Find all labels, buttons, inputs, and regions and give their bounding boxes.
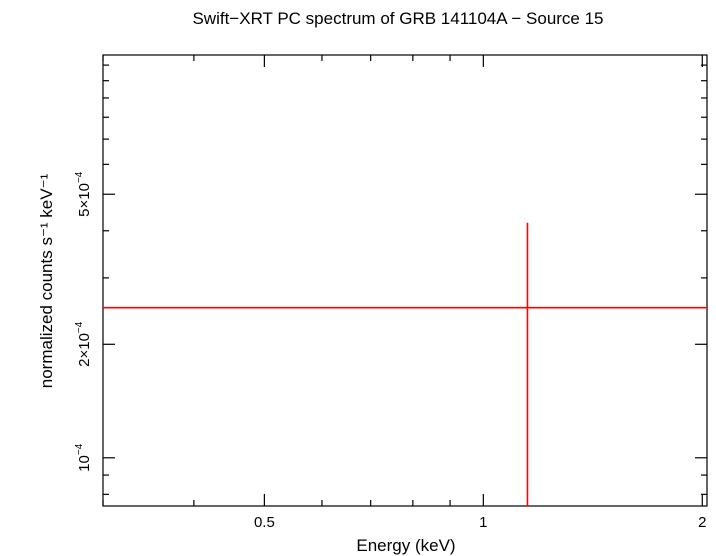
plot-frame [102,54,708,507]
tick-marks [102,55,707,506]
x-tick-label: 2 [698,514,706,531]
x-tick-label: 0.5 [254,514,275,531]
y-axis-label: normalized counts s⁻¹ keV⁻¹ [37,173,56,388]
x-tick-label: 1 [479,514,487,531]
y-tick-label: 5×10−4 [74,171,93,217]
data-points [103,222,707,506]
x-axis-label: Energy (keV) [356,536,455,555]
chart-title: Swift−XRT PC spectrum of GRB 141104A − S… [192,9,603,28]
y-tick-label: 2×10−4 [74,321,93,367]
y-tick-label: 10−4 [74,443,93,472]
tick-labels: 0.5 1 2 10−4 2×10−4 5×10−4 [74,171,706,531]
